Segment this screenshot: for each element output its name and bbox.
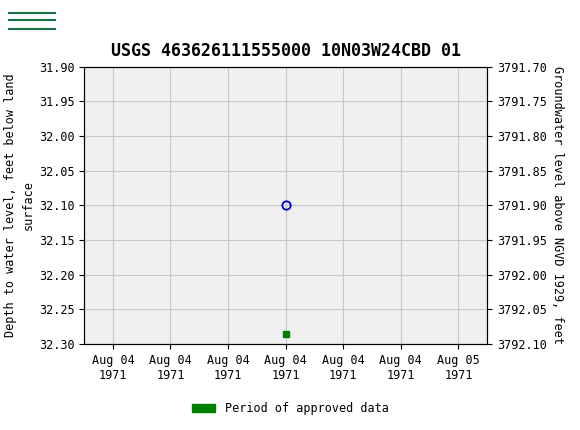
Legend: Period of approved data: Period of approved data	[187, 397, 393, 420]
Y-axis label: Groundwater level above NGVD 1929, feet: Groundwater level above NGVD 1929, feet	[551, 66, 564, 344]
Title: USGS 463626111555000 10N03W24CBD 01: USGS 463626111555000 10N03W24CBD 01	[111, 42, 461, 59]
Y-axis label: Depth to water level, feet below land
surface: Depth to water level, feet below land su…	[3, 74, 35, 337]
Bar	[7, 6, 59, 40]
Text: USGS: USGS	[61, 11, 133, 34]
